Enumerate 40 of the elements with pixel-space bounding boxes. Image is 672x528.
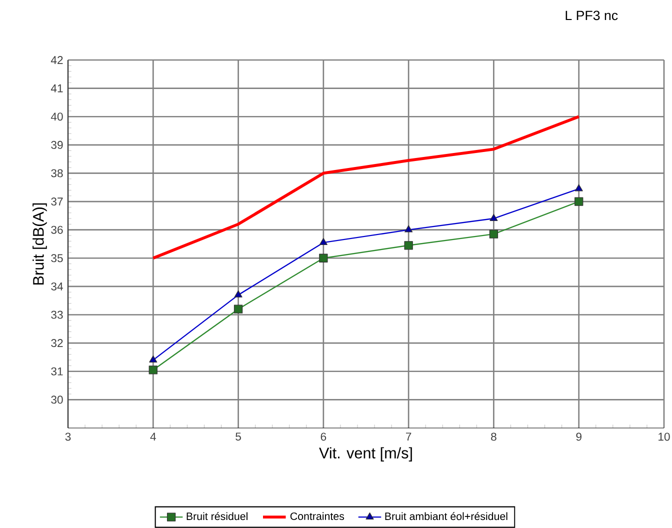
legend-label: Bruit résiduel	[186, 512, 248, 520]
chart-title: L PF3 nc	[566, 10, 618, 20]
y-tick-label: 32	[51, 339, 63, 348]
x-tick-label: 10	[658, 432, 670, 441]
point	[148, 366, 158, 374]
point	[319, 254, 328, 262]
y-tick-label: 34	[51, 282, 63, 290]
point	[149, 355, 158, 363]
x-tick-label: 9	[576, 432, 582, 441]
point	[574, 184, 583, 192]
y-tick-label: 42	[50, 56, 63, 64]
y-tick-label: 31	[51, 367, 63, 376]
point	[319, 238, 328, 246]
y-tick-label: 30	[51, 396, 63, 404]
x-tick-label: 3	[65, 432, 71, 441]
y-tick-label: 35	[51, 254, 63, 262]
x-tick-label: 5	[236, 432, 241, 441]
y-tick-label: 33	[51, 310, 63, 319]
point	[490, 214, 498, 221]
point	[404, 241, 413, 250]
x-tick-label: 4	[150, 432, 156, 440]
y-tick-label: 36	[51, 226, 63, 234]
legend-label: Contraintes	[290, 512, 344, 520]
x-axis-title: Vit. vent [m/s]	[319, 447, 412, 462]
point	[234, 290, 242, 298]
y-axis-title: Bruit [dB(A)]	[32, 203, 47, 284]
y-tick-label: 41	[50, 84, 63, 92]
point	[234, 304, 243, 314]
y-tick-label: 37	[51, 198, 63, 206]
point	[489, 230, 498, 238]
y-tick-label: 39	[51, 140, 63, 149]
line-series	[152, 115, 580, 260]
y-tick-label: 40	[50, 112, 63, 121]
x-tick-label: 6	[320, 432, 326, 441]
legend-label: Bruit ambiant éol+résiduel	[385, 512, 508, 520]
point	[574, 197, 584, 206]
x-tick-label: 8	[491, 432, 496, 441]
y-tick-label: 38	[51, 169, 63, 178]
x-tick-label: 7	[406, 432, 412, 440]
point	[404, 225, 413, 232]
